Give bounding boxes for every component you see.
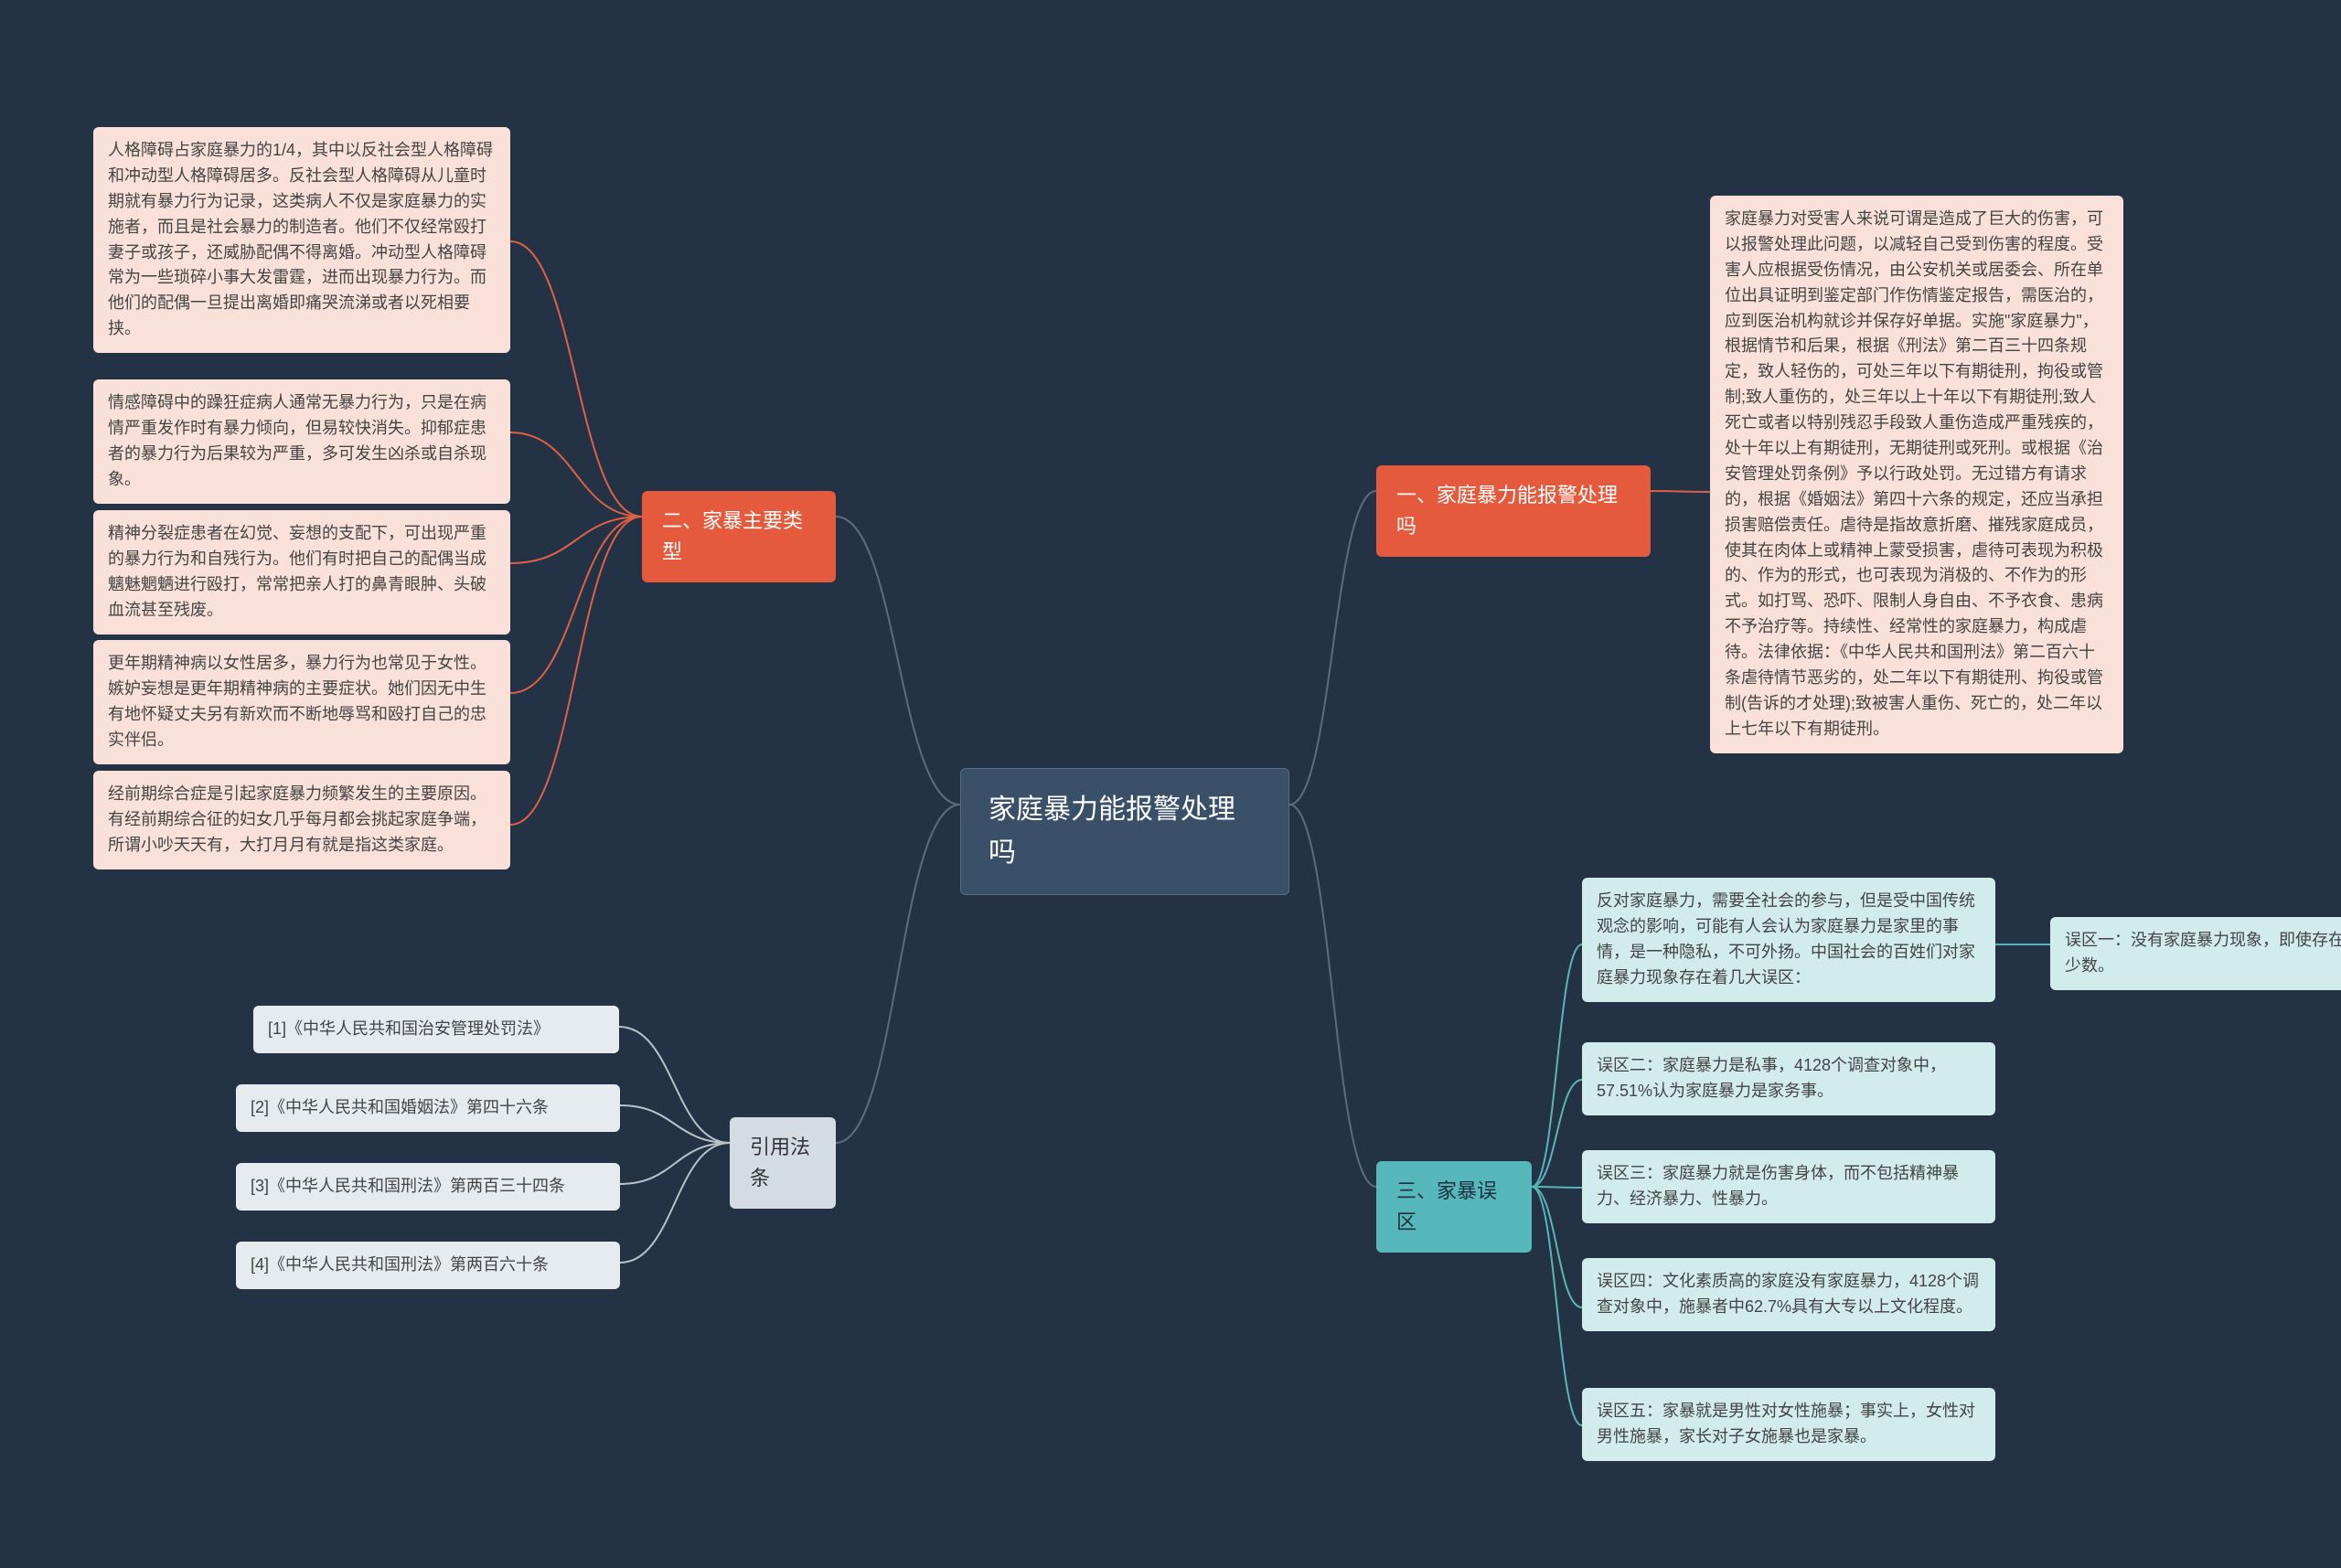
branch-4: 引用法条: [730, 1117, 836, 1209]
leaf-b3-2: 误区二：家庭暴力是私事，4128个调查对象中，57.51%认为家庭暴力是家务事。: [1582, 1042, 1995, 1115]
leaf-b4-3: [3]《中华人民共和国刑法》第两百三十四条: [236, 1163, 620, 1211]
leaf-b4-2: [2]《中华人民共和国婚姻法》第四十六条: [236, 1084, 620, 1132]
leaf-b3-4: 误区四：文化素质高的家庭没有家庭暴力，4128个调查对象中，施暴者中62.7%具…: [1582, 1258, 1995, 1331]
leaf-b2-4: 更年期精神病以女性居多，暴力行为也常见于女性。嫉妒妄想是更年期精神病的主要症状。…: [93, 640, 510, 764]
leaf-b3-3: 误区三：家庭暴力就是伤害身体，而不包括精神暴力、经济暴力、性暴力。: [1582, 1150, 1995, 1223]
leaf-b4-1: [1]《中华人民共和国治安管理处罚法》: [253, 1006, 619, 1053]
leaf-b1-1: 家庭暴力对受害人来说可谓是造成了巨大的伤害，可以报警处理此问题，以减轻自己受到伤…: [1710, 196, 2123, 753]
leaf-b2-1: 人格障碍占家庭暴力的1/4，其中以反社会型人格障碍和冲动型人格障碍居多。反社会型…: [93, 127, 510, 353]
leaf-b2-2: 情感障碍中的躁狂症病人通常无暴力行为，只是在病情严重发作时有暴力倾向，但易较快消…: [93, 379, 510, 504]
leaf-b3-1a: 误区一：没有家庭暴力现象，即使存在，也是极少数。: [2050, 917, 2341, 990]
branch-1: 一、家庭暴力能报警处理吗: [1376, 465, 1651, 557]
leaf-b2-3: 精神分裂症患者在幻觉、妄想的支配下，可出现严重的暴力行为和自残行为。他们有时把自…: [93, 510, 510, 635]
branch-2: 二、家暴主要类型: [642, 491, 836, 582]
leaf-b3-5: 误区五：家暴就是男性对女性施暴；事实上，女性对男性施暴，家长对子女施暴也是家暴。: [1582, 1388, 1995, 1461]
branch-3: 三、家暴误区: [1376, 1161, 1532, 1253]
root-node: 家庭暴力能报警处理吗: [960, 768, 1289, 895]
leaf-b2-5: 经前期综合症是引起家庭暴力频繁发生的主要原因。有经前期综合征的妇女几乎每月都会挑…: [93, 771, 510, 869]
leaf-b4-4: [4]《中华人民共和国刑法》第两百六十条: [236, 1242, 620, 1289]
leaf-b3-1: 反对家庭暴力，需要全社会的参与，但是受中国传统观念的影响，可能有人会认为家庭暴力…: [1582, 878, 1995, 1002]
